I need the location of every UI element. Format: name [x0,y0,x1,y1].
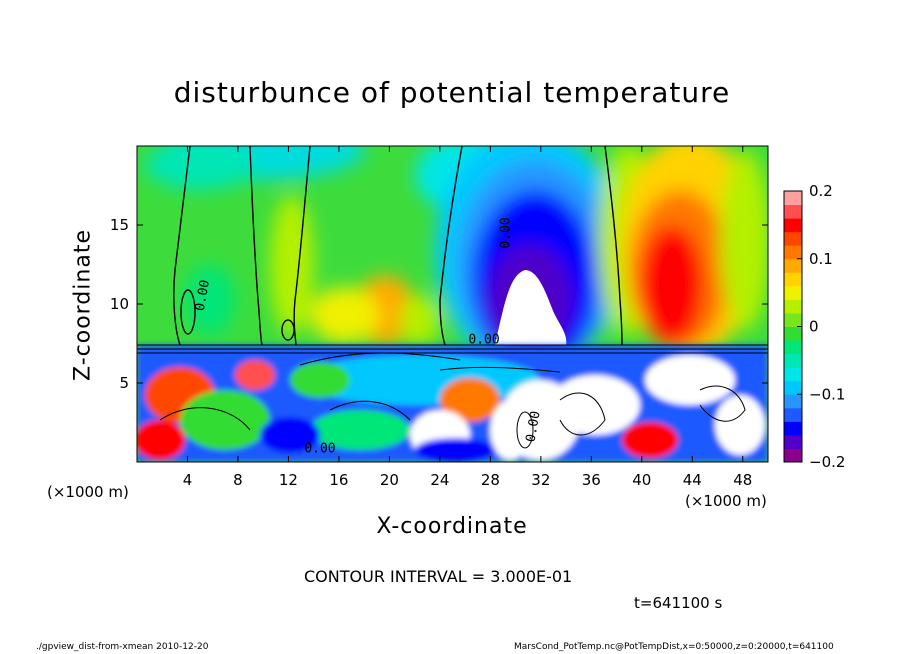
contour-label: 0.00 [524,410,544,443]
y-tick-label: 5 [119,374,129,392]
colorbar-swatch [784,353,802,368]
colorbar-swatch [784,421,802,436]
x-tick-label: 16 [329,471,348,489]
x-unit-label-right: (×1000 m) [685,492,767,510]
x-tick-label: 12 [279,471,298,489]
x-tick-label: 20 [380,471,399,489]
y-axis-ticks: 5 10 15 [110,216,768,392]
contour-lines [137,146,768,449]
colorbar-swatch [784,204,802,219]
x-tick-label: 36 [582,471,601,489]
colorbar-swatch [784,448,802,463]
colorbar-swatch [784,394,802,409]
colorbar-swatch [784,191,802,206]
colorbar-swatch [784,434,802,449]
colorbar-tick-label: 0.1 [809,250,833,268]
chart-title: disturbunce of potential temperature [173,76,731,109]
x-tick-label: 4 [183,471,193,489]
x-axis-label: X-coordinate [376,514,528,539]
x-tick-label: 40 [632,471,651,489]
footer-right: MarsCond_PotTemp.nc@PotTempDist,x=0:5000… [514,642,834,652]
lower-field-blobs [137,345,768,462]
time-stamp: t=641100 s [634,594,723,612]
contour-label: 0.00 [193,279,213,312]
colorbar-swatch [784,380,802,395]
contour-labels-layer: 0.00 0.00 0.00 0.00 0.00 [193,217,544,456]
colorbar-swatch [784,407,802,422]
white-saturation-region [495,270,567,345]
contour-label: 0.00 [498,217,513,248]
colorbar [784,191,802,463]
x-unit-label-left: (×1000 m) [47,483,129,501]
colorbar-swatch [784,312,802,327]
colorbar-tick-label: −0.1 [809,385,845,403]
contour-label: 0.00 [304,442,335,457]
x-axis-ticks: 4 8 12 16 20 24 28 32 36 40 44 48 [183,146,752,489]
x-tick-label: 44 [683,471,702,489]
x-tick-label: 24 [430,471,449,489]
y-tick-label: 15 [110,216,129,234]
contour-interval-note: CONTOUR INTERVAL = 3.000E-01 [304,567,573,586]
colorbar-swatch [784,258,802,273]
colorbar-tick-label: 0.2 [809,182,833,200]
colorbar-tick-label: 0 [809,318,819,336]
colorbar-swatch [784,245,802,260]
x-tick-label: 8 [233,471,243,489]
heatmap-field [137,146,768,462]
colorbar-tick-label: −0.2 [809,453,845,471]
colorbar-swatch [784,231,802,246]
colorbar-swatch [784,285,802,300]
x-tick-label: 32 [531,471,550,489]
colorbar-ticks: 0.2 0.1 0 −0.1 −0.2 [797,182,845,471]
x-tick-label: 48 [733,471,752,489]
colorbar-swatch [784,272,802,287]
upper-field-blobs [145,146,768,370]
footer-left: ./gpview_dist-from-xmean 2010-12-20 [36,642,209,652]
contour-label: 0.00 [468,333,499,348]
colorbar-swatch [784,367,802,382]
colorbar-swatch [784,340,802,355]
x-tick-label: 28 [481,471,500,489]
colorbar-swatch [784,218,802,233]
colorbar-swatch [784,299,802,314]
colorbar-swatch [784,326,802,341]
y-tick-label: 10 [110,295,129,313]
